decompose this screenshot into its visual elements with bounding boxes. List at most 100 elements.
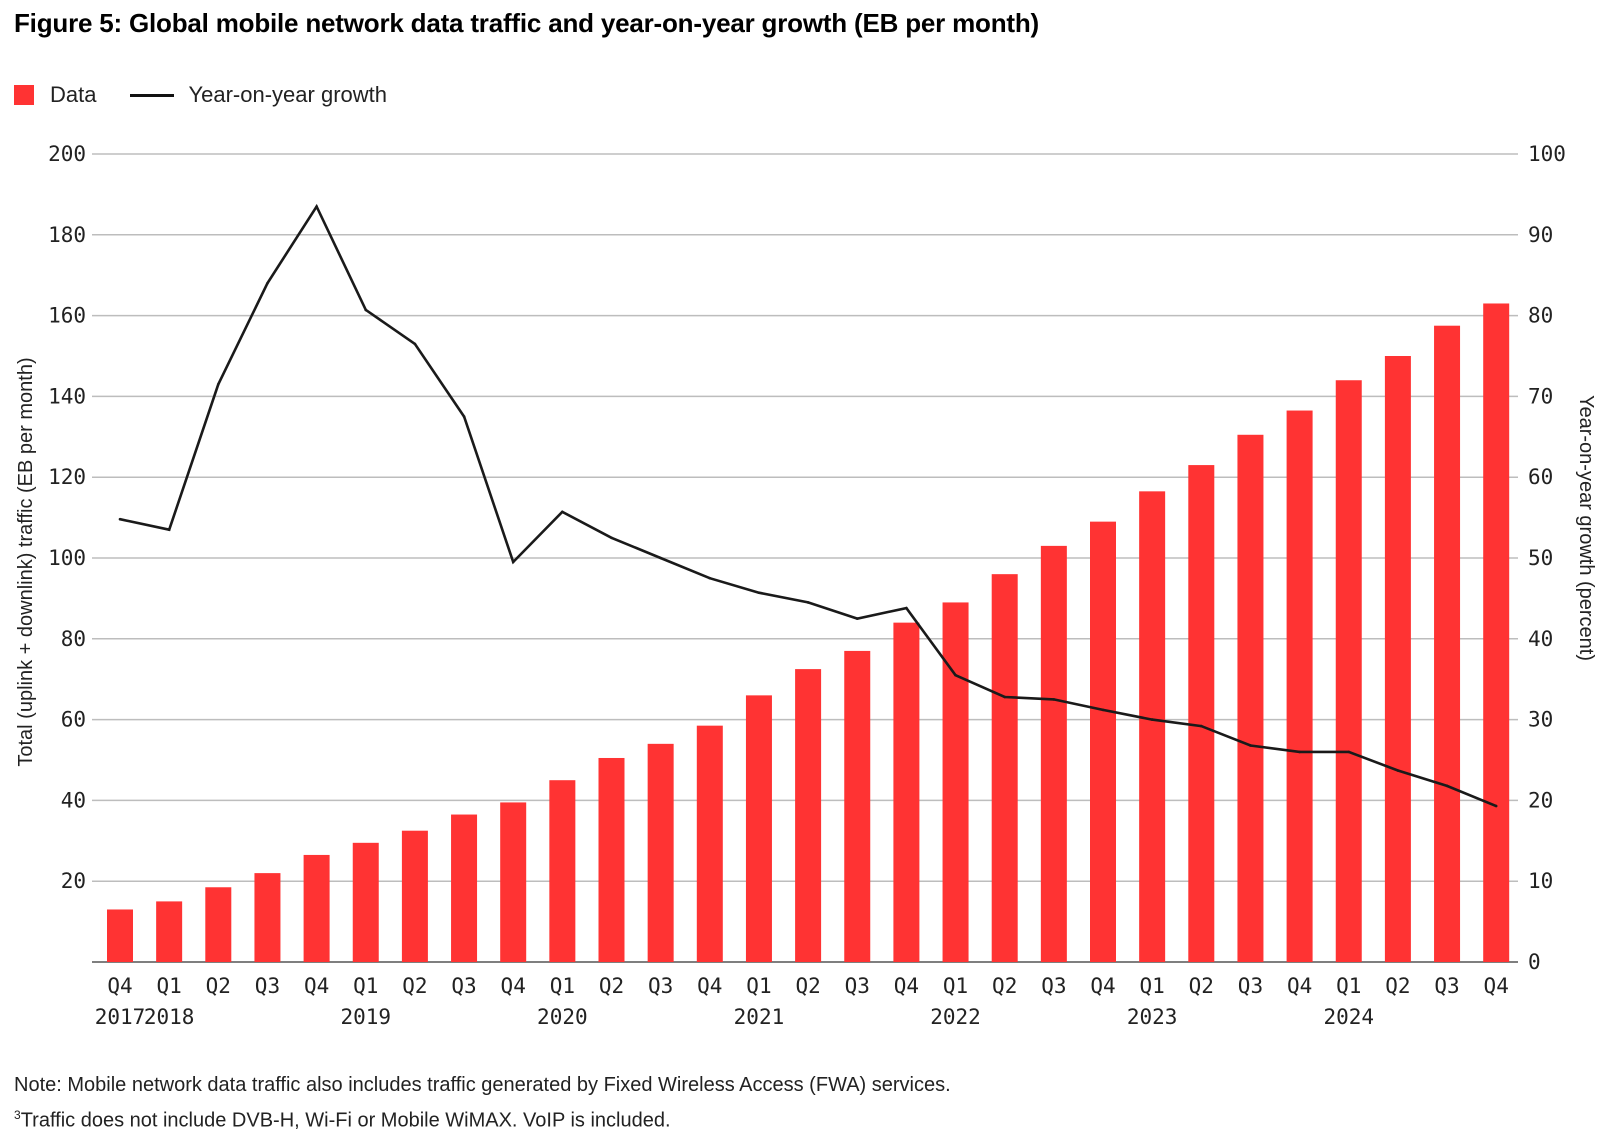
growth-point (708, 576, 712, 580)
x-tick-label: Q4 (1484, 974, 1509, 998)
growth-point (659, 556, 662, 560)
legend-growth-label: Year-on-year growth (188, 82, 387, 107)
x-year-label: 2020 (537, 1005, 588, 1029)
x-tick-label: Q2 (1385, 974, 1410, 998)
chart-note: Note: Mobile network data traffic also i… (14, 1074, 951, 1096)
x-tick-label: Q3 (648, 974, 673, 998)
data-bar (598, 757, 625, 962)
y-axis-title: Total (uplink + downlink) traffic (EB pe… (15, 357, 37, 766)
growth-point (1396, 769, 1400, 772)
growth-point (1298, 750, 1301, 754)
x-tick-label: Q1 (157, 974, 182, 998)
y2-tick-label: 50 (1528, 546, 1553, 570)
growth-point (511, 560, 515, 564)
data-bar (254, 873, 281, 962)
x-year-label: 2023 (1127, 1005, 1178, 1029)
growth-point (462, 415, 466, 418)
data-bar (1286, 410, 1313, 962)
legend-growth-swatch (130, 93, 175, 97)
x-year-label: 2019 (340, 1005, 391, 1029)
data-bar (107, 909, 133, 962)
y-tick-label: 120 (48, 465, 86, 489)
x-year-label: 2024 (1323, 1005, 1374, 1029)
y-tick-label: 100 (48, 546, 86, 570)
data-bar (1139, 491, 1166, 962)
y2-tick-label: 20 (1528, 788, 1553, 812)
y2-tick-label: 30 (1528, 708, 1553, 732)
y2-tick-label: 40 (1528, 627, 1553, 651)
data-bar (303, 854, 330, 962)
data-bar (991, 574, 1018, 962)
growth-point (1494, 804, 1498, 808)
x-tick-label: Q2 (1189, 974, 1214, 998)
chart-legend: Data Year-on-year growth (14, 80, 387, 110)
growth-point (905, 606, 908, 610)
x-tick-label: Q4 (501, 974, 526, 998)
growth-point (1150, 718, 1154, 721)
x-tick-label: Q3 (1041, 974, 1066, 998)
y-tick-label: 20 (61, 869, 86, 893)
legend-data-swatch (14, 85, 34, 105)
data-bar (1483, 303, 1510, 963)
chart-footnote: 3Traffic does not include DVB-H, Wi-Fi o… (14, 1108, 671, 1133)
y-tick-label: 60 (61, 708, 86, 732)
y2-axis-title: Year-on-year growth (percent) (1575, 395, 1597, 661)
data-bar (1090, 521, 1116, 962)
y-tick-label: 200 (48, 142, 86, 166)
growth-point (757, 591, 761, 595)
x-year-label: 2017 (95, 1005, 146, 1029)
y-tick-label: 180 (48, 223, 86, 247)
y-tick-label: 140 (48, 384, 86, 408)
data-bar (500, 802, 527, 962)
data-bar (1237, 434, 1264, 962)
data-bar (942, 602, 969, 962)
x-tick-label: Q4 (1090, 974, 1115, 998)
growth-point (167, 528, 171, 532)
footnote-text: Traffic does not include DVB-H, Wi-Fi or… (20, 1109, 671, 1132)
data-bar (156, 901, 183, 962)
growth-point (610, 536, 613, 540)
data-bar (1434, 325, 1461, 962)
x-tick-label: Q4 (1287, 974, 1312, 998)
x-tick-label: Q1 (746, 974, 771, 998)
y2-tick-label: 100 (1528, 142, 1566, 166)
x-tick-label: Q1 (943, 974, 968, 998)
x-year-label: 2022 (930, 1005, 981, 1029)
x-tick-label: Q3 (1238, 974, 1263, 998)
x-tick-label: Q2 (795, 974, 820, 998)
growth-point (1052, 698, 1056, 701)
y-tick-label: 160 (48, 304, 86, 328)
data-bar (647, 743, 674, 962)
x-tick-label: Q2 (599, 974, 624, 998)
x-tick-label: Q2 (402, 974, 427, 998)
data-bar (745, 695, 772, 962)
x-tick-label: Q4 (107, 974, 132, 998)
x-tick-label: Q4 (304, 974, 329, 998)
data-bar (844, 650, 871, 962)
x-tick-label: Q2 (206, 974, 231, 998)
growth-point (806, 601, 810, 604)
data-bar (451, 814, 478, 962)
data-bar (1040, 545, 1067, 962)
x-year-label: 2021 (734, 1005, 785, 1029)
x-tick-label: Q1 (550, 974, 575, 998)
data-bar (1384, 356, 1411, 962)
data-bar (352, 842, 379, 962)
data-bar (549, 780, 576, 962)
x-tick-label: Q3 (451, 974, 476, 998)
growth-point (1003, 695, 1006, 699)
growth-point (954, 673, 957, 677)
data-bar (696, 725, 723, 962)
y2-tick-label: 60 (1528, 465, 1553, 489)
growth-point (266, 281, 269, 285)
growth-point (413, 342, 417, 346)
data-bar (893, 622, 920, 962)
x-tick-label: Q4 (697, 974, 722, 998)
data-bar (401, 830, 428, 962)
chart-title: Figure 5: Global mobile network data tra… (14, 8, 1039, 38)
y-tick-label: 80 (61, 627, 86, 651)
data-bar (205, 887, 232, 962)
growth-point (855, 617, 859, 620)
growth-point (118, 517, 122, 521)
